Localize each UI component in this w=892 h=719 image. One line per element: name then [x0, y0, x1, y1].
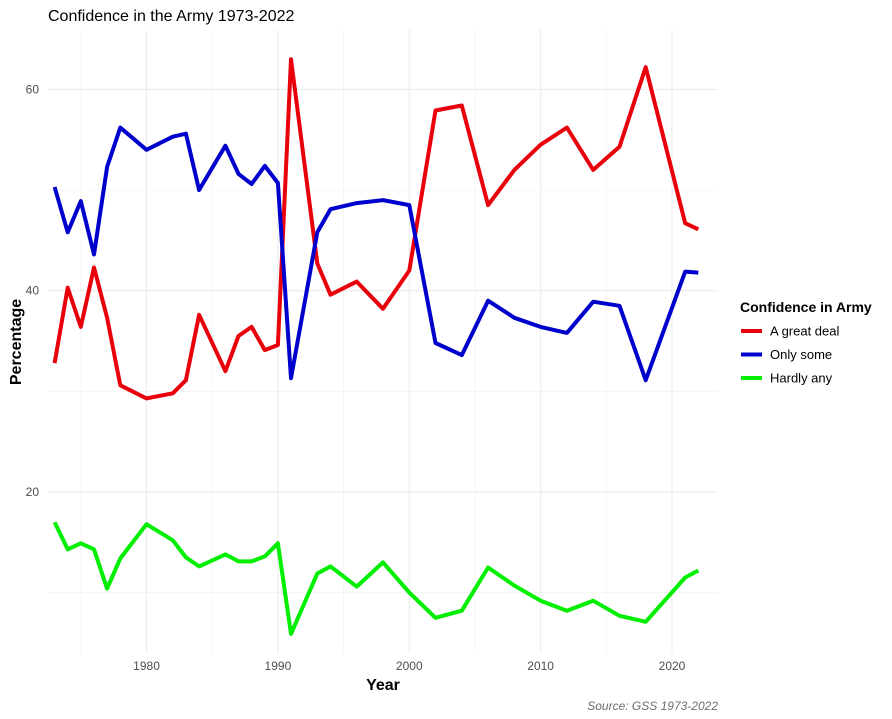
legend-items: A great deal Only some Hardly any	[741, 324, 839, 386]
legend-label-only-some: Only some	[770, 347, 832, 362]
x-tick-label: 1990	[265, 659, 292, 673]
x-tick-label: 1980	[133, 659, 160, 673]
series-line-hardly-any	[52, 521, 700, 636]
legend-label-hardly-any: Hardly any	[770, 371, 833, 386]
chart-title: Confidence in the Army 1973-2022	[48, 8, 294, 25]
chart-caption: Source: GSS 1973-2022	[587, 699, 718, 713]
x-tick-label: 2000	[396, 659, 423, 673]
grid	[48, 30, 718, 653]
y-axis-tick-labels: 20 40 60	[26, 82, 40, 499]
y-tick-label: 20	[26, 485, 40, 499]
y-tick-label: 60	[26, 82, 40, 96]
y-axis-title: Percentage	[8, 299, 25, 385]
legend-label-a-great-deal: A great deal	[770, 324, 839, 339]
x-axis-title: Year	[366, 677, 400, 694]
legend: Confidence in Army A great deal Only some…	[740, 299, 872, 386]
x-tick-label: 2020	[659, 659, 686, 673]
legend-title: Confidence in Army	[740, 299, 872, 315]
y-tick-label: 40	[26, 284, 40, 298]
x-axis-tick-labels: 1980 1990 2000 2010 2020	[133, 659, 686, 673]
series-lines	[52, 57, 700, 636]
x-tick-label: 2010	[527, 659, 554, 673]
series-line-only-some	[52, 125, 699, 383]
series-line-a-great-deal	[52, 57, 700, 401]
